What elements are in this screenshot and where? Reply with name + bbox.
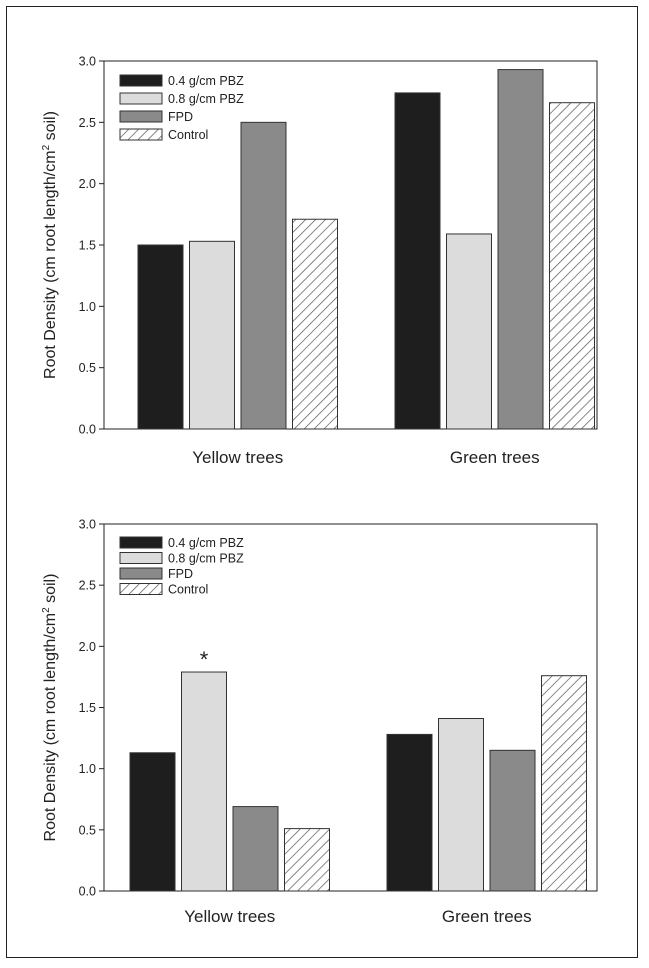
y-axis-label-sup: 2	[41, 144, 52, 150]
legend-entry: FPD	[168, 567, 193, 581]
bar-yellow-series-2	[189, 240, 235, 430]
y-axis-label: Root Density (cm root length/cm2 soil)	[41, 574, 59, 842]
legend-swatch	[119, 552, 163, 564]
category-label: Green trees	[450, 448, 540, 467]
significance-annotation: *	[200, 647, 209, 672]
y-tick-label: 1.0	[79, 762, 96, 776]
bar-green-series-3	[497, 69, 544, 430]
y-tick-label: 3.0	[79, 518, 96, 532]
legend-swatch	[119, 110, 163, 123]
legend-entry: FPD	[168, 110, 193, 124]
bar-green-series-4	[541, 675, 587, 892]
legend: 0.4 g/cm PBZ 0.8 g/cm PBZ FPD Control	[119, 74, 244, 142]
legend-entry: 0.4 g/cm PBZ	[168, 74, 244, 88]
chart-1: 0.0 0.5 1.0 1.5 2.0 2.5 3.0 Root Density (cm ro…	[41, 55, 598, 467]
bar-green-series-2	[446, 233, 492, 430]
y-tick-label: 1.5	[79, 239, 96, 253]
y-axis-label-main: Root Density (cm root length/cm	[42, 613, 59, 842]
bar-green-series-1	[394, 92, 441, 430]
legend-entry: 0.4 g/cm PBZ	[168, 536, 244, 550]
legend-swatch	[119, 74, 163, 87]
legend-swatch	[119, 92, 163, 105]
y-tick-label: 0.5	[79, 361, 96, 375]
legend-entry: Control	[168, 128, 208, 142]
bar-yellow-series-2	[181, 671, 227, 892]
chart-2: 0.0 0.5 1.0 1.5 2.0 2.5 3.0 Root Density (cm ro…	[41, 518, 598, 926]
y-tick-label: 2.5	[79, 116, 96, 130]
legend-entry: 0.8 g/cm PBZ	[168, 552, 244, 566]
y-axis-label-main: Root Density (cm root length/cm	[42, 150, 59, 379]
bar-green-series-2	[438, 718, 484, 892]
y-tick-label: 2.5	[79, 579, 96, 593]
y-axis-label-tail: soil)	[42, 574, 59, 608]
y-tick-label: 2.0	[79, 640, 96, 654]
bar-green-series-1	[386, 733, 433, 892]
category-label: Green trees	[442, 907, 532, 926]
legend-entry: 0.8 g/cm PBZ	[168, 92, 244, 106]
bar-yellow-series-1	[137, 244, 184, 430]
y-tick-label: 0.5	[79, 823, 96, 837]
bar-green-series-4	[549, 102, 595, 430]
legend-entry: Control	[168, 583, 208, 597]
category-label: Yellow trees	[192, 448, 283, 467]
bar-yellow-series-4	[292, 218, 338, 430]
bar-yellow-series-1	[129, 752, 176, 892]
legend-swatch	[119, 536, 163, 549]
y-tick-label: 0.0	[79, 885, 96, 899]
category-label: Yellow trees	[184, 907, 275, 926]
bar-yellow-series-4	[284, 828, 330, 892]
figure-frame	[6, 6, 638, 958]
legend-swatch	[119, 567, 163, 580]
y-tick-label: 3.0	[79, 55, 96, 69]
y-axis-label: Root Density (cm root length/cm2 soil)	[41, 111, 59, 379]
bar-yellow-series-3	[240, 121, 287, 430]
y-tick-label: 0.0	[79, 423, 96, 437]
legend-swatch	[119, 583, 163, 595]
y-axis-label-sup: 2	[41, 607, 52, 613]
bar-green-series-3	[489, 749, 536, 892]
y-axis-label-tail: soil)	[42, 111, 59, 145]
y-tick-label: 1.5	[79, 701, 96, 715]
y-tick-label: 1.0	[79, 300, 96, 314]
legend-swatch	[119, 128, 163, 141]
bar-yellow-series-3	[232, 806, 279, 892]
y-tick-label: 2.0	[79, 177, 96, 191]
